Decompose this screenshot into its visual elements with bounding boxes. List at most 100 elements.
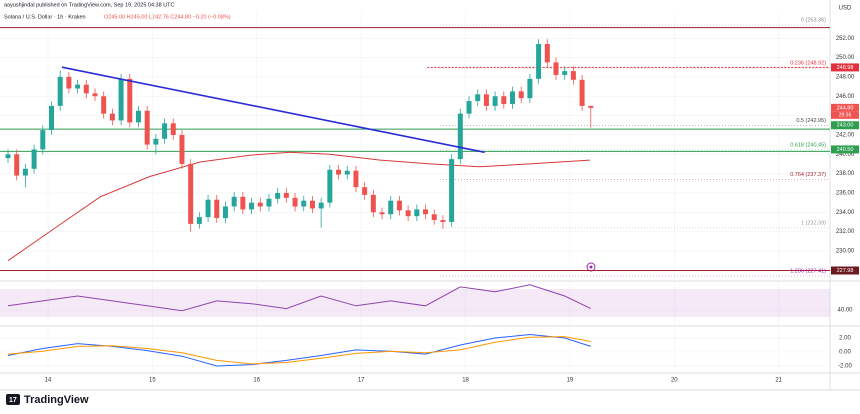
candle-body — [336, 169, 342, 175]
fib-label: 0.618 (240.45) — [790, 142, 826, 148]
candle-body — [153, 138, 159, 145]
candle-body — [283, 192, 289, 198]
alert-icon-dot — [589, 265, 593, 269]
candle-body — [370, 194, 376, 213]
x-tick-label: 14 — [45, 378, 52, 384]
candle-body — [536, 44, 542, 79]
candle-body — [109, 113, 115, 121]
x-tick-label: 15 — [149, 378, 156, 384]
x-tick-label: 20 — [671, 378, 678, 384]
price-tag-label: 240.50 — [837, 147, 854, 153]
candle-body — [362, 187, 368, 195]
candle-body — [570, 71, 576, 80]
candle-body — [388, 200, 394, 215]
candle-body — [40, 130, 46, 150]
y-tick-label: 234.00 — [836, 210, 855, 216]
candle-body — [249, 202, 255, 210]
candle-body — [14, 154, 20, 176]
candle-body — [510, 91, 516, 104]
candle-body — [75, 84, 81, 89]
candle-body — [188, 163, 194, 224]
candle-body — [553, 62, 559, 75]
candle-body — [475, 94, 481, 102]
price-tag — [831, 121, 859, 130]
y-tick-label: 232.00 — [836, 229, 855, 235]
candle-body — [440, 220, 446, 222]
price-tag-label: 227.98 — [837, 268, 854, 274]
fib-label: 0.5 (242.95) — [796, 118, 826, 124]
logo-mark: 17 — [9, 397, 17, 404]
y-tick-label: 238.00 — [836, 171, 855, 177]
candle-body — [396, 200, 402, 211]
candle-body — [318, 202, 324, 209]
ohlc: O245.00 H245.00 L242.76 C244.80 −0.20 (−… — [104, 14, 231, 20]
candle-body — [179, 134, 185, 164]
x-tick-label: 19 — [567, 378, 574, 384]
candle-body — [240, 196, 246, 210]
candle-body — [275, 192, 281, 199]
y-tick-label: 240.00 — [836, 152, 855, 158]
price-tag-label: 244.80 — [837, 105, 854, 111]
y-tick-label: 248.00 — [836, 74, 855, 80]
price-tag-label: 243.00 — [837, 123, 854, 129]
currency: USD — [839, 6, 852, 12]
y-tick-label: 230.00 — [836, 249, 855, 255]
fib-label: 0 (253.36) — [801, 18, 826, 24]
candle-body — [527, 78, 533, 99]
candle-body — [466, 101, 472, 114]
macd-line — [7, 336, 591, 365]
candle-body — [405, 210, 411, 217]
symbol: Solana / U.S. Dollar · 1h · Kraken — [4, 14, 86, 20]
candle-body — [257, 202, 263, 207]
logo-icon — [6, 394, 20, 405]
x-tick-label: 21 — [775, 378, 782, 384]
y-tick-label: 252.00 — [836, 36, 855, 42]
moving-average — [7, 151, 590, 262]
price-tag — [831, 63, 859, 72]
candle-body — [292, 197, 298, 207]
y-tick-label: 250.00 — [836, 55, 855, 61]
candle-body — [57, 76, 63, 106]
candle-body — [562, 71, 568, 75]
candle-body — [457, 113, 463, 160]
candle-body — [231, 196, 237, 207]
price-tag — [831, 145, 859, 154]
candle-body — [518, 91, 524, 99]
x-tick-label: 16 — [253, 378, 260, 384]
fib-label: 0.764 (237.37) — [790, 172, 826, 178]
candle-body — [344, 170, 350, 175]
candle-body — [170, 123, 176, 135]
candle-body — [353, 170, 359, 188]
price-tag-label: 248.98 — [837, 65, 854, 71]
candle-body — [501, 96, 507, 104]
fib-label: 1.236 (227.41) — [790, 268, 826, 274]
candle-body — [309, 200, 315, 209]
candle-body — [214, 199, 220, 219]
candle-body — [431, 214, 437, 221]
candle-body — [5, 154, 11, 159]
candle-body — [579, 79, 585, 106]
fib-label: 1 (232.39) — [801, 220, 826, 226]
candle-body — [414, 209, 420, 217]
candle-body — [492, 96, 498, 106]
candle-body — [423, 209, 429, 215]
price-tag — [831, 266, 859, 275]
trendline — [61, 66, 485, 154]
rsi-band — [0, 289, 830, 317]
candle-body — [196, 217, 202, 224]
macd-tick-label: 0.00 — [839, 350, 851, 356]
candle-body — [205, 199, 211, 218]
y-tick-label: 236.00 — [836, 191, 855, 197]
rsi-line — [7, 284, 592, 312]
candle-body — [118, 78, 124, 121]
candle-body — [301, 200, 307, 207]
candle-body — [48, 105, 54, 131]
logo: 17 — [6, 394, 20, 405]
x-tick-label: 17 — [358, 378, 365, 384]
candle-body — [449, 159, 455, 222]
y-tick-label: 242.00 — [836, 133, 855, 139]
publisher: aayushjindal published on TradingView.co… — [4, 2, 175, 8]
rsi-tick-label: 40.00 — [837, 308, 853, 314]
